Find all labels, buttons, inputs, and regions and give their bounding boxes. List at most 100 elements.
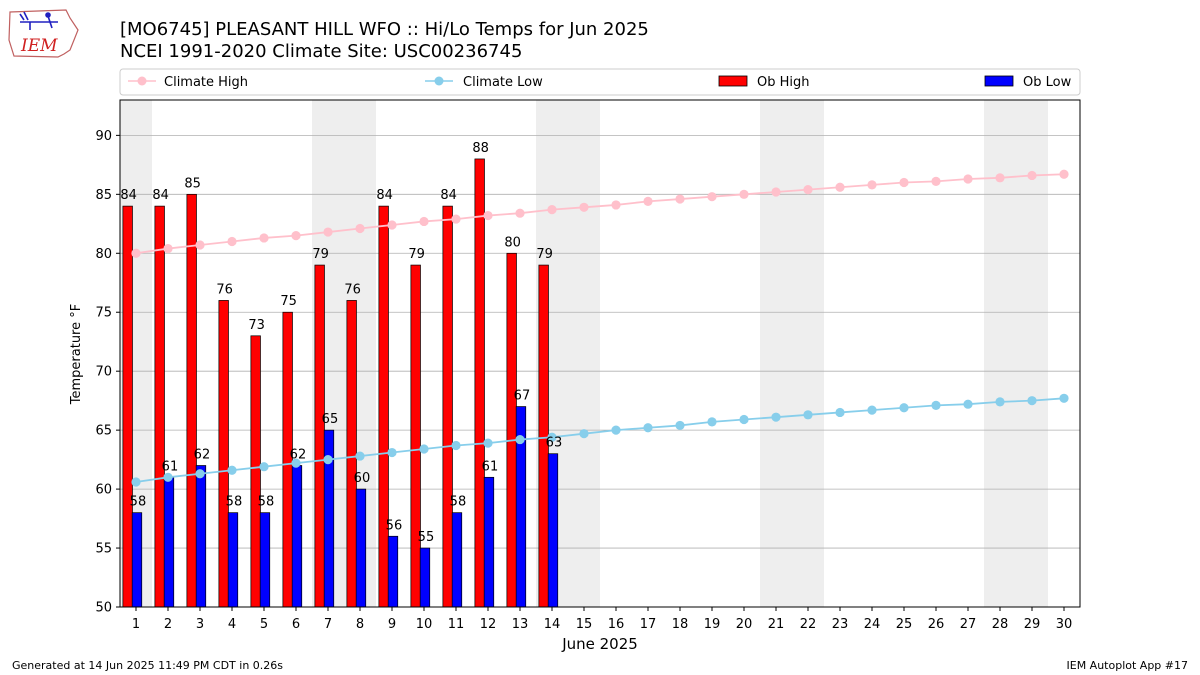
climate-high-line (135, 173, 1065, 255)
y-tick-label-80: 80 (95, 247, 112, 262)
y-tick-label-75: 75 (95, 306, 112, 321)
x-tick-label-11: 11 (448, 617, 465, 632)
bar-data-labels: 84 84 85 76 73 75 79 76 84 79 84 88 80 79 58 61 62 58 58 62… (120, 141, 562, 545)
footer-generated-text: Generated at 14 Jun 2025 11:49 PM CDT in… (12, 659, 283, 672)
climate-high-point-day-12 (483, 210, 493, 221)
y-tick-label-50: 50 (95, 601, 112, 616)
x-tick-label-7: 7 (324, 617, 332, 632)
y-tick-label-60: 60 (95, 483, 112, 498)
ob-high-bar-day-12 (474, 158, 485, 608)
climate-low-point-day-11 (451, 440, 461, 451)
ob-low-label-day-3: 62 (194, 448, 211, 463)
legend-frame (119, 68, 1081, 96)
ob-high-bar-day-9 (378, 205, 389, 608)
logo-text: IEM (20, 36, 58, 56)
x-tick-label-13: 13 (512, 617, 529, 632)
y-axis-ticks: 50 55 60 65 70 75 80 85 90 (95, 129, 120, 616)
climate-low-point-day-8 (355, 451, 365, 461)
x-tick-label-9: 9 (388, 617, 396, 632)
x-tick-label-2: 2 (164, 617, 172, 632)
climate-high-point-day-5 (259, 233, 269, 243)
ob-low-bar-day-2 (163, 476, 175, 608)
climate-high-point-day-20 (739, 189, 749, 199)
climate-high-point-day-8 (355, 223, 365, 234)
climate-high-point-day-9 (387, 220, 397, 230)
ob-low-label-day-2: 61 (162, 459, 179, 474)
ob-high-label-day-10: 79 (408, 247, 425, 262)
ob-low-bar-day-1 (131, 512, 143, 608)
x-tick-label-28: 28 (992, 617, 1009, 632)
climate-low-point-day-16 (611, 425, 621, 435)
climate-high-point-day-7 (323, 227, 333, 237)
climate-high-point-day-23 (835, 182, 845, 192)
ob-low-bar-day-9 (387, 535, 399, 608)
legend: Climate High Climate Low Ob High Ob Low (119, 68, 1081, 96)
y-tick-label-65: 65 (95, 424, 112, 439)
ob-high-label-day-3: 85 (184, 176, 201, 191)
y-tick-label-70: 70 (95, 365, 112, 380)
climate-high-point-day-18 (675, 194, 685, 204)
climate-high-point-day-30 (1059, 169, 1069, 179)
climate-high-point-day-2 (163, 243, 173, 254)
ob-high-bar-day-3 (186, 193, 197, 608)
ob-high-bar-day-5 (250, 335, 261, 608)
ob-high-bar-day-10 (410, 264, 421, 608)
ob-low-bar-day-10 (419, 547, 431, 608)
line-series (131, 169, 1069, 487)
ob-low-label-day-7: 65 (322, 412, 339, 427)
ob-high-bar-day-11 (442, 205, 453, 608)
climate-low-point-day-1 (131, 477, 141, 487)
climate-high-point-day-28 (995, 173, 1005, 183)
ob-low-label-day-4: 58 (226, 495, 243, 510)
climate-high-point-day-16 (611, 200, 621, 210)
ob-high-label-day-14: 79 (536, 247, 553, 262)
x-tick-label-29: 29 (1024, 617, 1041, 632)
ob-high-label-day-4: 76 (216, 282, 233, 297)
ob-low-label-day-12: 61 (482, 459, 499, 474)
chart-title: [MO6745] PLEASANT HILL WFO :: Hi/Lo Temp… (120, 19, 649, 40)
ob-high-bar-day-2 (154, 205, 165, 608)
climate-low-point-day-25 (899, 403, 909, 413)
legend-ob-low: Ob Low (984, 75, 1072, 90)
climate-high-point-day-11 (451, 214, 461, 224)
y-tick-label-85: 85 (95, 188, 112, 203)
x-tick-label-27: 27 (960, 617, 977, 632)
ob-low-label-day-1: 58 (130, 495, 147, 510)
climate-low-point-day-5 (259, 462, 269, 472)
climate-low-point-day-15 (579, 429, 589, 439)
footer-app-text: IEM Autoplot App #17 (1067, 659, 1189, 672)
x-tick-label-5: 5 (260, 617, 268, 632)
ob-low-label-day-5: 58 (258, 495, 275, 510)
climate-low-point-day-29 (1027, 396, 1037, 406)
climate-low-point-day-9 (387, 447, 397, 458)
x-tick-label-12: 12 (480, 617, 497, 632)
x-tick-label-15: 15 (576, 617, 593, 632)
x-axis-ticks: 1 2 3 4 5 6 7 8 9 10 11 12 13 14 15 16 17 18 19 20 21 22 23 24 2… (132, 607, 1072, 632)
ob-low-bar-day-5 (259, 512, 271, 608)
climate-low-point-day-7 (323, 455, 333, 465)
climate-low-point-day-30 (1059, 393, 1069, 403)
ob-high-label-day-1: 84 (120, 188, 137, 203)
climate-high-point-day-15 (579, 202, 589, 212)
climate-high-point-day-21 (771, 187, 781, 197)
climate-low-point-day-4 (227, 465, 237, 475)
plot-frame (119, 99, 1081, 608)
legend-climate-high-label: Climate High (164, 75, 248, 90)
x-axis-title: June 2025 (561, 635, 638, 653)
x-tick-label-23: 23 (832, 617, 849, 632)
climate-low-point-day-22 (803, 410, 813, 420)
ob-low-label-day-8: 60 (354, 471, 371, 486)
ob-low-label-day-14: 63 (546, 436, 563, 451)
ob-high-bar-day-1 (122, 205, 133, 608)
ob-high-bar-day-13 (506, 252, 517, 608)
climate-high-point-day-25 (899, 177, 909, 188)
ob-low-label-day-10: 55 (418, 530, 435, 545)
x-tick-label-16: 16 (608, 617, 625, 632)
climate-low-point-day-28 (995, 397, 1005, 407)
climate-low-point-day-10 (419, 444, 429, 454)
climate-low-point-day-2 (163, 472, 173, 482)
climate-high-point-day-1 (131, 248, 141, 258)
ob-high-label-day-11: 84 (440, 188, 457, 203)
ob-high-label-day-6: 75 (280, 294, 297, 309)
